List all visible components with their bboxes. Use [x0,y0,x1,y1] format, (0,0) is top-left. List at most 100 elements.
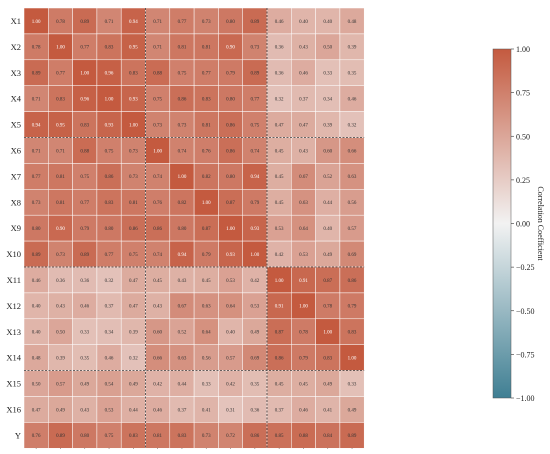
cell-value-label: 0.88 [299,434,308,439]
heatmap-cell [120,33,146,61]
cell-value-label: 0.66 [348,149,357,154]
cell-value-label: 0.42 [275,253,284,258]
cell-value-label: 0.81 [202,46,211,51]
heatmap-cell [145,266,171,294]
cell-value-label: 0.40 [299,20,308,25]
cell-value-label: 0.44 [178,382,187,387]
heatmap-cell [291,189,316,216]
heatmap-cell [48,33,73,61]
heatmap-cell [23,7,49,35]
cell-value-label: 0.53 [299,253,308,258]
cell-value-label: 0.36 [275,46,284,51]
row-label: X9 [11,223,21,233]
cell-value-label: 0.80 [32,227,41,232]
cell-value-label: 0.36 [56,279,65,284]
cell-value-label: 0.90 [56,227,65,232]
cell-value-label: 0.83 [129,434,138,439]
heatmap-cell [48,266,73,294]
cell-value-label: 0.96 [105,72,114,77]
cell-value-label: 1.00 [323,331,332,336]
heatmap-cell [291,137,316,164]
cell-value-label: 0.46 [299,408,308,413]
heatmap-cell [218,318,243,345]
cell-value-label: 0.79 [202,253,211,258]
cell-value-label: 0.86 [226,149,235,154]
group-separators [24,8,365,449]
cell-value-label: 0.76 [32,434,41,439]
heatmap-cell [315,422,341,449]
cell-value-label: 0.42 [226,382,235,387]
heatmap-cell [291,422,316,449]
cell-value-label: 0.57 [56,382,65,387]
cell-value-label: 0.42 [250,279,259,284]
cell-value-label: 0.78 [32,46,41,51]
heatmap-cell [218,214,243,242]
cell-value-label: 0.81 [178,46,187,51]
cell-value-label: 0.83 [129,72,138,77]
cell-value-label: 0.36 [80,279,89,284]
row-label: X13 [6,327,21,337]
cell-value-label: 0.63 [178,356,187,361]
heatmap-cell [242,111,268,138]
heatmap-cell [145,214,171,242]
heatmap-cell [145,240,171,268]
heatmap-cell [193,422,219,449]
cell-value-label: 0.40 [32,331,41,336]
heatmap-cell [23,163,49,190]
cell-value-label: 0.83 [80,123,89,128]
row-label: X14 [6,353,21,363]
cell-value-label: 0.46 [105,356,114,361]
heatmap-cell [339,214,365,242]
heatmap-cell [315,240,341,268]
heatmap-cell [169,214,195,242]
cell-value-label: 0.89 [348,434,357,439]
heatmap-cell [72,85,98,112]
cell-value-label: 0.76 [153,201,162,206]
cell-value-label: 0.94 [32,123,41,128]
row-label: X7 [11,171,21,181]
cell-value-label: 0.96 [80,97,89,102]
cell-value-label: 1.00 [80,72,89,77]
heatmap-cell [242,318,268,345]
cell-value-label: 0.86 [250,434,259,439]
cell-value-label: 0.49 [250,331,259,336]
heatmap-cell [339,318,365,345]
heatmap-cell [339,137,365,164]
cell-value-label: 0.80 [226,20,235,25]
cell-value-label: 0.37 [275,408,284,413]
heatmap-value-labels: 1.00 0.78 0.89 0.71 0.94 0.71 0.77 0.73 0.80 0.89… [32,20,357,439]
cell-value-label: 0.52 [323,175,332,180]
heatmap-cell [169,292,195,320]
cell-value-label: 0.75 [250,123,259,128]
heatmap-cell [145,33,171,61]
cell-value-label: 0.75 [80,175,89,180]
cell-value-label: 0.75 [129,253,138,258]
cell-value-label: 0.69 [348,253,357,258]
cell-value-label: 0.40 [323,20,332,25]
cell-value-label: 0.86 [153,227,162,232]
heatmap-cell [291,7,316,35]
cell-value-label: 0.53 [275,227,284,232]
cell-value-label: 0.82 [178,201,187,206]
cell-value-label: 0.86 [348,279,357,284]
cell-value-label: 0.71 [32,149,41,154]
cell-value-label: 0.50 [323,46,332,51]
cell-value-label: 0.43 [299,46,308,51]
heatmap-cell [266,370,292,397]
cell-value-label: 0.32 [105,279,114,284]
heatmap-cell [291,111,316,138]
cell-value-label: 0.43 [56,305,65,310]
heatmap-cell [72,422,98,449]
cell-value-label: 0.78 [56,20,65,25]
row-label: X10 [6,249,21,259]
heatmap-cell [193,7,219,35]
heatmap-cell [23,59,49,86]
cell-value-label: 0.45 [153,279,162,284]
cell-value-label: 0.91 [299,279,308,284]
heatmap-cell [96,422,122,449]
cell-value-label: 0.44 [323,201,332,206]
cell-value-label: 0.49 [323,253,332,258]
heatmap-cell [120,266,146,294]
cell-value-label: 0.43 [80,408,89,413]
